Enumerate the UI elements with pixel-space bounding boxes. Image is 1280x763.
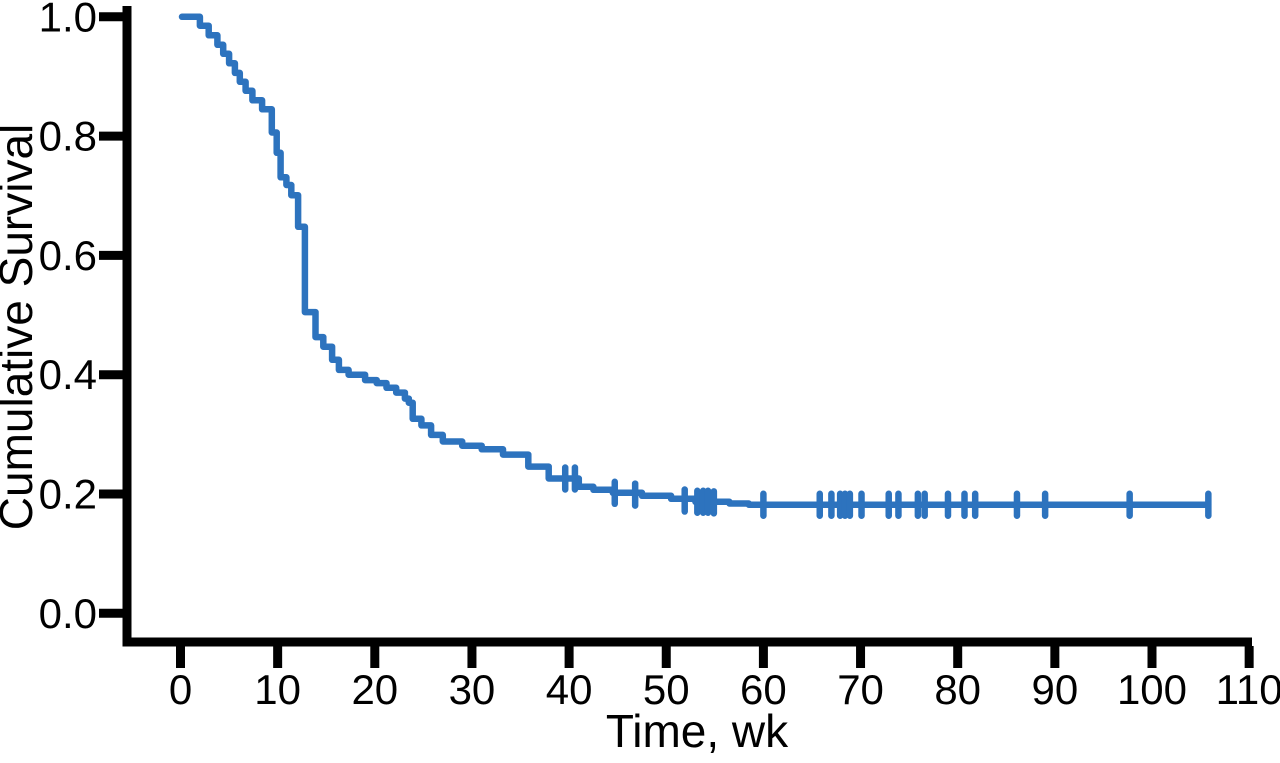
y-tick-label: 0.6 [39,232,97,279]
y-axis-label: Cumulative Survival [0,124,42,530]
x-tick-label: 60 [740,666,787,713]
x-tick-label: 50 [643,666,690,713]
x-tick-label: 0 [169,666,192,713]
y-tick-label: 0.0 [39,590,97,637]
x-tick-label: 40 [546,666,593,713]
x-tick-label: 30 [449,666,496,713]
x-tick-label: 110 [1216,666,1280,713]
censor-marks [561,464,1212,519]
survival-curve [178,13,1212,508]
x-tick-label: 90 [1031,666,1078,713]
y-tick-label: 0.4 [39,351,97,398]
x-tick-label: 70 [837,666,884,713]
x-tick-label: 100 [1117,666,1187,713]
y-tick-label: 1.0 [39,0,97,40]
x-tick-label: 80 [934,666,981,713]
tick-labels: 0.0 0.2 0.4 0.6 0.8 1.0 0 10 20 30 40 50 60 70 80 90 100… [39,0,1280,713]
x-tick-label: 10 [254,666,301,713]
axes [99,6,1254,668]
y-tick-label: 0.2 [39,471,97,518]
survival-step-line [178,13,1212,508]
x-tick-label: 20 [351,666,398,713]
x-axis-label: Time, wk [606,705,789,757]
y-tick-label: 0.8 [39,113,97,160]
